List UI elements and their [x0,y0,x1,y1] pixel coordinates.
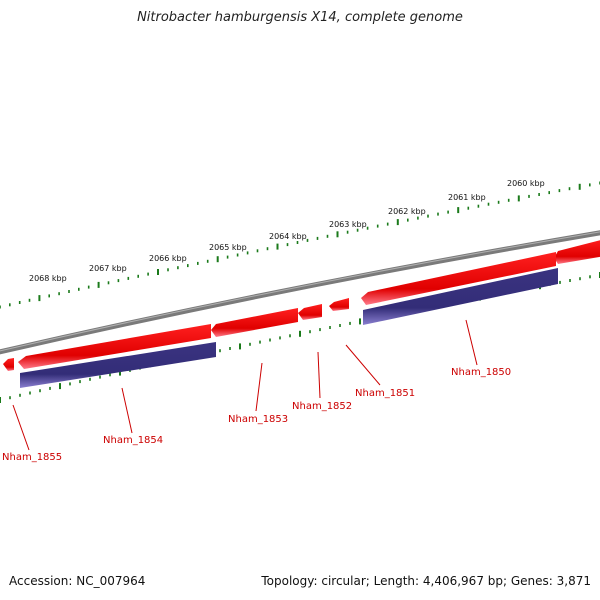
gene-arrow-nham-1854-fwd[interactable] [18,324,211,369]
leader-line-nham-1852 [317,351,321,399]
accession-text: Accession: NC_007964 [9,574,146,588]
leader-line-nham-1853 [255,362,263,412]
gene-label-nham-1852[interactable]: Nham_1852 [292,401,352,412]
kbp-label-2067: 2067 kbp [89,264,127,273]
leader-line-nham-1855 [12,404,30,451]
gene-arrow-nham-1855[interactable] [3,358,14,371]
gene-arrow-forward[interactable] [554,239,600,264]
kbp-label-2064: 2064 kbp [269,232,307,241]
outer-scale-ticks [0,181,600,309]
kbp-label-2063: 2063 kbp [329,220,367,229]
gene-bar-nham-1854[interactable] [20,342,216,388]
kbp-label-2068: 2068 kbp [29,274,67,283]
gene-arrow-nham-1852[interactable] [298,304,322,320]
map-title: Nitrobacter hamburgensis X14, complete g… [137,10,463,25]
leader-line-nham-1850 [465,319,478,366]
gene-label-nham-1850[interactable]: Nham_1850 [451,367,511,378]
gene-label-nham-1855[interactable]: Nham_1855 [2,452,62,463]
gene-bar-nham-1850[interactable] [363,268,558,325]
kbp-label-2065: 2065 kbp [209,243,247,252]
kbp-label-2062: 2062 kbp [388,207,426,216]
leader-line-nham-1851 [345,344,381,386]
kbp-label-2060: 2060 kbp [507,179,545,188]
genome-backbone [0,230,600,355]
kbp-label-2066: 2066 kbp [149,254,187,263]
gene-label-nham-1851[interactable]: Nham_1851 [355,388,415,399]
genome-summary-text: Topology: circular; Length: 4,406,967 bp… [261,574,591,588]
gene-arrow-nham-1853[interactable] [211,308,298,337]
gene-arrow-nham-1851-region[interactable] [361,252,556,305]
gene-label-nham-1853[interactable]: Nham_1853 [228,414,288,425]
leader-line-nham-1854 [121,387,133,434]
gene-arrow-nham-1851[interactable] [329,298,349,311]
kbp-label-2061: 2061 kbp [448,193,486,202]
gene-label-nham-1854[interactable]: Nham_1854 [103,435,163,446]
